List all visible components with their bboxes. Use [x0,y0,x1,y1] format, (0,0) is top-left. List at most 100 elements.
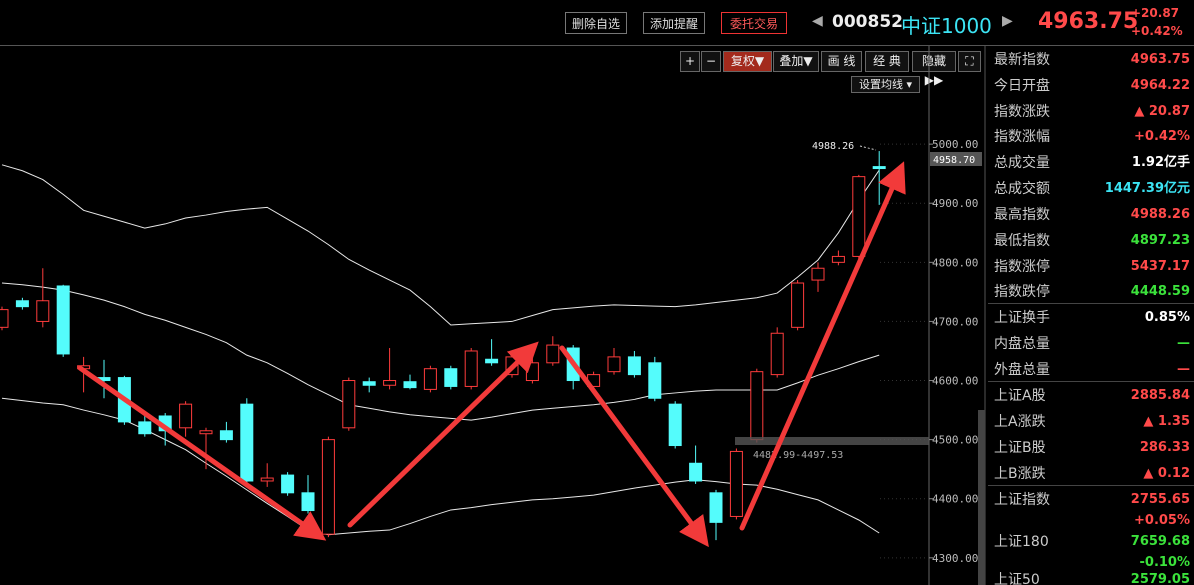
arrow [559,345,709,548]
quote-value: 1.92亿手 [1131,155,1190,170]
candle-body [627,356,641,376]
button[interactable]: 委托交易 [721,12,787,34]
quote-value: 4963.75 [1130,52,1190,67]
candle-body [872,166,886,170]
quote-label: 最低指数 [994,233,1050,249]
quote-row: 今日开盘 4964.22 [988,73,1194,99]
arrow [77,365,327,541]
quote-row: 指数涨停 5437.17 [988,254,1194,280]
last-price-label: 4958.70 [933,155,975,166]
quote-label: 上证180 [994,534,1049,550]
arrow [739,161,906,531]
band-line [1,164,880,326]
quote-label: 上证指数 [994,492,1050,508]
candle-body [444,368,458,387]
zoom-in[interactable]: + [680,51,700,72]
quote-row: 上证换手 0.85% [988,305,1194,331]
trend-arrows [77,161,906,548]
candle-body [709,492,723,523]
y-tick-label: 4400.00 [932,493,978,506]
quote-value: 4897.23 [1130,233,1190,248]
code: 000852 [832,12,903,32]
quote-value: 4964.22 [1130,78,1190,93]
quote-row: 总成交量 1.92亿手 [988,150,1194,176]
candle-body [648,362,662,399]
next-arrow[interactable]: ▶ [1002,13,1013,29]
candle-body [301,492,315,512]
prev-arrow[interactable]: ◀ [812,13,823,29]
quote-row: 指数涨跌 ▲ 20.87 [988,99,1194,125]
candle-body [138,421,152,435]
quote-label: 总成交额 [994,181,1050,197]
candle-body [485,358,499,364]
quote-value: 7659.68 [1130,534,1190,549]
candle-body [403,381,417,389]
overlay-button[interactable]: 叠加▼ [773,51,819,72]
fullscreen-button[interactable]: ⛶ [958,51,981,72]
ma-setting[interactable]: 设置均线 ▾ [851,76,920,93]
change: +20.87 [1131,6,1180,20]
quote-row: 最新指数 4963.75 [988,47,1194,73]
quote-label: 最高指数 [994,207,1050,223]
quote-row: 上证180 7659.68 -0.10% [988,529,1194,570]
separator [988,485,1194,486]
quote-row: 指数跌停 4448.59 [988,279,1194,305]
y-tick-label: 4700.00 [932,315,978,328]
candle-body [852,176,866,257]
candle-body [464,350,478,387]
classic-button[interactable]: 经 典 [865,51,909,72]
quote-row: 上证50 2579.05 [988,567,1194,585]
quote-value: ▲ 0.12 [1143,466,1190,481]
range-band [735,437,929,445]
high-leader [859,145,877,151]
quote-row: 上A涨跌 ▲ 1.35 [988,409,1194,435]
y-tick-label: 4500.00 [932,434,978,447]
quote-value: 2885.84 [1130,388,1190,403]
candle-body [15,300,29,308]
candle-body [770,332,784,376]
arrow [347,341,539,528]
candle-body [240,403,254,482]
quote-row: 上证指数 2755.65 +0.05% [988,487,1194,528]
quote-label: 上证50 [994,572,1040,585]
draw-button[interactable]: 画 线 [821,51,862,72]
quote-row: 上证A股 2885.84 [988,383,1194,409]
quote-change: +0.05% [1134,513,1190,528]
y-tick-label: 4600.00 [932,375,978,388]
quote-value: 286.33 [1139,440,1190,455]
quote-row: 指数涨幅 +0.42% [988,124,1194,150]
chart: 4300.00 4400.00 4500.00 4600.00 4700.00 4800.… [0,46,986,585]
scrollbar [978,410,985,585]
candle-body [668,403,682,447]
candle-body [0,309,9,328]
quote-label: 今日开盘 [994,78,1050,94]
candle-body [525,362,539,382]
candle-body [729,450,743,517]
index-name: 中证1000 [901,14,992,38]
y-tick-label: 5000.00 [932,138,978,151]
adjust-button[interactable]: 复权▼ [723,51,772,72]
candle-body [362,381,376,386]
quote-label: 上证换手 [994,310,1050,326]
candle-body [281,474,295,494]
quote-label: 最新指数 [994,52,1050,68]
range-label: 4482.99-4497.53 [753,450,843,461]
separator [988,381,1194,382]
quote-label: 上A涨跌 [994,414,1046,430]
quote-row: 总成交额 1447.39亿元 [988,176,1194,202]
quote-value: 4988.26 [1130,207,1190,222]
quote-row: 最低指数 4897.23 [988,228,1194,254]
y-tick-label: 4900.00 [932,197,978,210]
quote-row: 上B涨跌 ▲ 0.12 [988,461,1194,487]
zoom-out[interactable]: − [701,51,721,72]
quote-value: 0.85% [1144,310,1190,325]
quote-label: 上证B股 [994,440,1046,456]
candle-body [56,285,70,355]
candle-body [791,282,805,328]
last-price-tag [930,152,982,166]
high-label: 4988.26 [812,141,854,152]
button[interactable]: 删除自选 [565,12,627,34]
candle-body [383,380,397,386]
button[interactable]: 添加提醒 [643,12,705,34]
separator [988,303,1194,304]
